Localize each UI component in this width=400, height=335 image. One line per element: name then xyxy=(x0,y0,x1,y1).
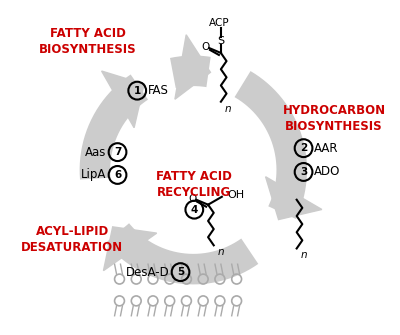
Text: ACYL-LIPID
DESATURATION: ACYL-LIPID DESATURATION xyxy=(21,225,123,254)
Text: n: n xyxy=(225,104,232,114)
Polygon shape xyxy=(104,227,157,271)
Text: 5: 5 xyxy=(177,267,184,277)
Text: 3: 3 xyxy=(300,167,307,177)
Text: DesA-D: DesA-D xyxy=(126,266,170,279)
Text: FAS: FAS xyxy=(148,84,169,97)
Polygon shape xyxy=(102,71,144,128)
Text: n: n xyxy=(218,247,224,257)
Text: Aas: Aas xyxy=(85,146,107,159)
Text: LipA: LipA xyxy=(81,169,107,182)
Text: O: O xyxy=(201,42,209,52)
Text: FATTY ACID
RECYCLING: FATTY ACID RECYCLING xyxy=(156,171,232,199)
Text: AAR: AAR xyxy=(314,142,339,155)
Text: ACP: ACP xyxy=(209,18,229,28)
Text: n: n xyxy=(301,251,307,260)
Text: S: S xyxy=(217,36,224,46)
Polygon shape xyxy=(175,35,210,99)
Polygon shape xyxy=(266,177,322,219)
Text: 7: 7 xyxy=(114,147,121,157)
Text: ADO: ADO xyxy=(314,165,341,179)
Text: FATTY ACID
BIOSYNTHESIS: FATTY ACID BIOSYNTHESIS xyxy=(39,26,137,56)
Text: 1: 1 xyxy=(134,86,141,96)
Text: 4: 4 xyxy=(191,205,198,215)
Text: 2: 2 xyxy=(300,143,307,153)
Text: O: O xyxy=(188,194,196,204)
Text: HYDROCARBON
BIOSYNTHESIS: HYDROCARBON BIOSYNTHESIS xyxy=(282,104,386,133)
Text: 6: 6 xyxy=(114,170,121,180)
Text: OH: OH xyxy=(228,190,245,200)
